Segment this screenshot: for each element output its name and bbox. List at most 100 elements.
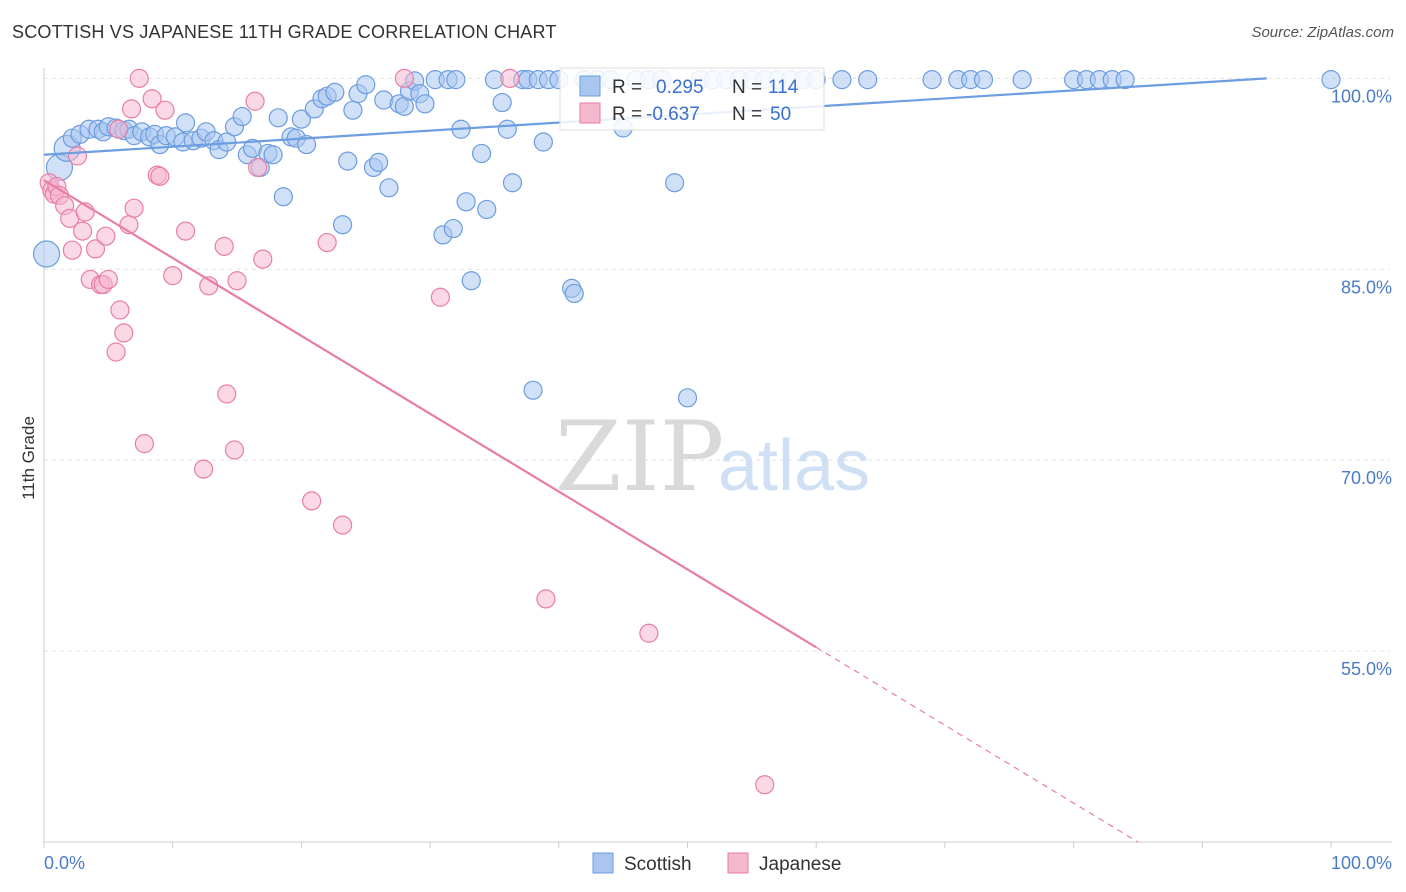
japanese-point bbox=[317, 232, 337, 253]
japanese-point bbox=[245, 91, 265, 111]
scottish-point bbox=[332, 215, 353, 235]
scottish-point bbox=[273, 187, 293, 207]
japanese-point bbox=[110, 300, 130, 320]
y-tick-labels: 100.0% 85.0% 70.0% 55.0% bbox=[1331, 86, 1392, 679]
scottish-point bbox=[446, 70, 466, 90]
scottish-point bbox=[343, 100, 363, 120]
scottish-point bbox=[325, 82, 345, 102]
scottish-point bbox=[232, 106, 252, 127]
legend-label-scottish: Scottish bbox=[624, 854, 692, 875]
japanese-point bbox=[129, 68, 149, 88]
japanese-point bbox=[639, 623, 659, 643]
x-tick-labels: 0.0% 100.0% bbox=[44, 853, 1392, 873]
scottish-r-value: 0.295 bbox=[656, 77, 704, 98]
japanese-point bbox=[96, 226, 116, 246]
scottish-n-value: 114 bbox=[768, 77, 799, 98]
scottish-point bbox=[32, 240, 61, 268]
scottish-point bbox=[973, 70, 994, 90]
scottish-point bbox=[1321, 70, 1341, 90]
japanese-r-value: -0.637 bbox=[646, 104, 700, 125]
japanese-point bbox=[109, 119, 129, 139]
japanese-point bbox=[500, 68, 520, 88]
japanese-point bbox=[193, 459, 214, 479]
stats-legend-box bbox=[559, 67, 825, 131]
watermark-atlas: atlas bbox=[718, 426, 870, 506]
japanese-point bbox=[106, 342, 126, 362]
scottish-point bbox=[1115, 70, 1135, 90]
japanese-point bbox=[121, 99, 142, 119]
japanese-point bbox=[155, 100, 175, 120]
japanese-point bbox=[227, 271, 247, 291]
japanese-trend-line bbox=[43, 179, 817, 649]
scottish-r-label: R = bbox=[612, 77, 642, 98]
japanese-point bbox=[124, 198, 144, 218]
scottish-n-label: N = bbox=[732, 77, 762, 98]
chart-title: SCOTTISH VS JAPANESE 11TH GRADE CORRELAT… bbox=[12, 22, 557, 42]
scottish-point bbox=[523, 380, 543, 400]
japanese-point bbox=[85, 239, 106, 259]
japanese-n-value: 50 bbox=[770, 104, 791, 125]
x-tick-label-1: 100.0% bbox=[1331, 853, 1392, 873]
scottish-point bbox=[477, 199, 497, 220]
japanese-swatch bbox=[579, 102, 601, 124]
japanese-point bbox=[332, 515, 353, 535]
japanese-r-label: R = bbox=[612, 104, 642, 125]
japanese-point bbox=[224, 440, 245, 460]
y-tick-label-1: 85.0% bbox=[1341, 277, 1392, 297]
scottish-point bbox=[533, 132, 553, 152]
scottish-point bbox=[296, 134, 317, 155]
grid-lines bbox=[44, 77, 1390, 652]
scottish-point bbox=[356, 75, 376, 95]
scottish-swatch bbox=[579, 75, 601, 97]
scottish-point bbox=[497, 119, 517, 139]
y-tick-label-2: 70.0% bbox=[1341, 468, 1392, 488]
scottish-point bbox=[415, 94, 435, 114]
stats-legend: R = 0.295 N = 114 R = -0.637 N = 50 bbox=[559, 67, 825, 131]
japanese-point bbox=[394, 68, 414, 88]
scottish-point bbox=[461, 271, 481, 291]
scottish-point bbox=[922, 70, 942, 90]
japanese-n-label: N = bbox=[732, 104, 762, 125]
japanese-trend-extension bbox=[815, 646, 1139, 843]
scottish-point bbox=[268, 108, 288, 128]
scottish-point bbox=[291, 109, 311, 129]
y-tick-label-0: 100.0% bbox=[1331, 86, 1392, 106]
scottish-point bbox=[369, 152, 389, 172]
scottish-point bbox=[456, 192, 476, 212]
japanese-point bbox=[248, 157, 268, 178]
scottish-point bbox=[858, 70, 878, 90]
scottish-point bbox=[338, 151, 358, 171]
japanese-point bbox=[302, 491, 322, 511]
japanese-point bbox=[163, 266, 183, 286]
scottish-point bbox=[175, 113, 196, 133]
y-axis-label: 11th Grade bbox=[19, 416, 38, 500]
legend-label-japanese: Japanese bbox=[759, 854, 841, 875]
scottish-point bbox=[471, 143, 492, 164]
japanese-point bbox=[253, 249, 273, 269]
x-tick-label-0: 0.0% bbox=[44, 853, 85, 873]
japanese-point bbox=[150, 166, 170, 186]
watermark-zip: ZIP bbox=[555, 401, 724, 513]
scottish-point bbox=[443, 218, 463, 239]
japanese-point bbox=[755, 775, 775, 795]
japanese-point bbox=[217, 384, 237, 404]
scottish-point bbox=[1012, 70, 1032, 90]
japanese-point bbox=[175, 221, 196, 241]
series-legend: Scottish Japanese bbox=[592, 852, 841, 875]
source-credit: Source: ZipAtlas.com bbox=[1251, 24, 1394, 41]
axes bbox=[43, 68, 1392, 848]
japanese-point bbox=[430, 287, 450, 307]
japanese-point bbox=[62, 240, 82, 260]
legend-swatch-japanese bbox=[727, 852, 749, 874]
japanese-point bbox=[67, 146, 88, 166]
scottish-point bbox=[263, 145, 283, 165]
japanese-point bbox=[73, 221, 93, 241]
scottish-point bbox=[564, 283, 584, 304]
scottish-point bbox=[832, 70, 852, 90]
series-japanese-points bbox=[39, 68, 775, 795]
scottish-point bbox=[665, 173, 685, 193]
scottish-point bbox=[502, 173, 523, 193]
japanese-point bbox=[134, 434, 154, 454]
japanese-point bbox=[98, 269, 118, 290]
